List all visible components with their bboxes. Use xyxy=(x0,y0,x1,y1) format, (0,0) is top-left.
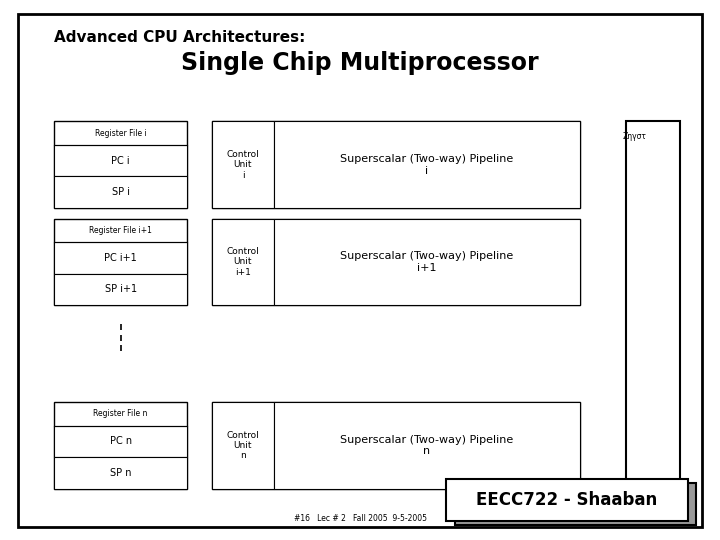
Text: SP i+1: SP i+1 xyxy=(104,285,137,294)
Text: Control
Unit
n: Control Unit n xyxy=(227,430,259,461)
Text: Superscalar (Two-way) Pipeline
i: Superscalar (Two-way) Pipeline i xyxy=(340,154,513,176)
Text: Control
Unit
i: Control Unit i xyxy=(227,150,259,180)
Bar xyxy=(54,457,187,489)
Bar xyxy=(212,122,580,208)
Text: Register File n: Register File n xyxy=(94,409,148,418)
Bar xyxy=(212,122,274,208)
Text: Superscalar (Two-way) Pipeline
i+1: Superscalar (Two-way) Pipeline i+1 xyxy=(340,251,513,273)
Text: PC i+1: PC i+1 xyxy=(104,253,137,263)
Bar xyxy=(212,219,274,305)
Bar xyxy=(54,145,187,177)
Bar xyxy=(455,483,696,525)
Bar xyxy=(54,219,187,305)
Text: PC n: PC n xyxy=(109,436,132,447)
Bar xyxy=(54,242,187,274)
Text: Advanced CPU Architectures:: Advanced CPU Architectures: xyxy=(54,30,305,45)
Bar xyxy=(54,402,187,489)
Text: Zηγστ: Zηγστ xyxy=(623,132,647,141)
Text: PC i: PC i xyxy=(112,156,130,166)
Text: #16   Lec # 2   Fall 2005  9-5-2005: #16 Lec # 2 Fall 2005 9-5-2005 xyxy=(294,514,426,523)
Text: Control
Unit
i+1: Control Unit i+1 xyxy=(227,247,259,277)
Bar xyxy=(212,219,580,305)
Bar xyxy=(212,402,274,489)
Text: EECC722 - Shaaban: EECC722 - Shaaban xyxy=(476,491,657,509)
Text: Register File i+1: Register File i+1 xyxy=(89,226,152,235)
Text: SP i: SP i xyxy=(112,187,130,197)
Bar xyxy=(212,402,580,489)
Text: Superscalar (Two-way) Pipeline
n: Superscalar (Two-way) Pipeline n xyxy=(340,435,513,456)
Bar xyxy=(54,426,187,457)
Text: Register File i: Register File i xyxy=(95,129,146,138)
Bar xyxy=(626,122,680,489)
Text: Single Chip Multiprocessor: Single Chip Multiprocessor xyxy=(181,51,539,75)
Bar xyxy=(274,219,580,305)
Bar xyxy=(274,402,580,489)
Bar xyxy=(54,122,187,208)
Bar xyxy=(54,177,187,208)
Bar xyxy=(446,479,688,521)
Bar xyxy=(54,274,187,305)
Bar xyxy=(274,122,580,208)
Text: SP n: SP n xyxy=(110,468,131,478)
